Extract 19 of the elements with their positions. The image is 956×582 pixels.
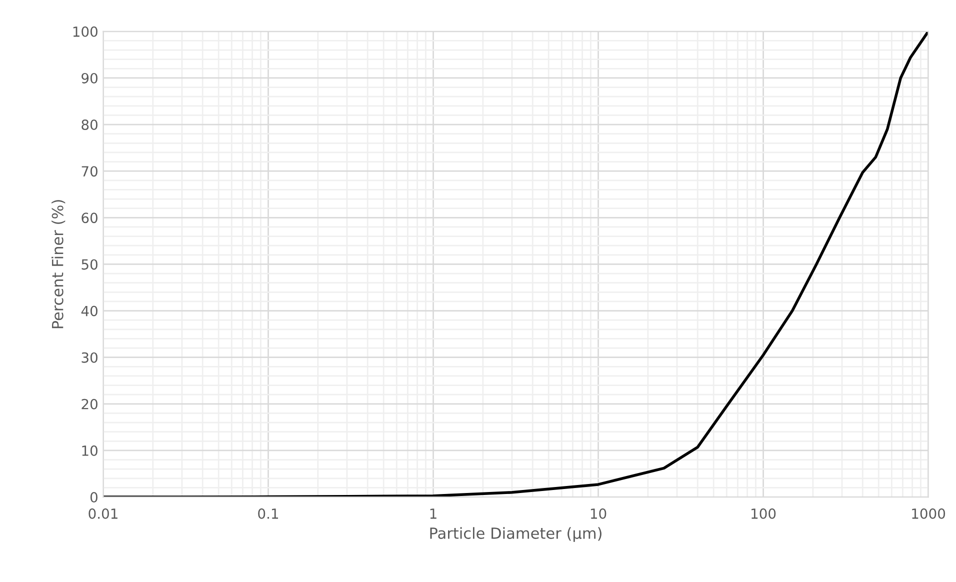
y-tick-label: 10 bbox=[82, 445, 98, 456]
x-tick-label: 1 bbox=[430, 508, 436, 519]
y-tick-label: 80 bbox=[82, 120, 98, 130]
y-tick-label: 30 bbox=[82, 352, 98, 363]
y-tick-label: 90 bbox=[82, 72, 98, 84]
y-tick-label: 100 bbox=[73, 26, 98, 37]
y-axis-title: Percent Finer (%) bbox=[52, 200, 66, 328]
x-axis-title: Particle Diameter (µm) bbox=[430, 527, 602, 542]
y-tick-label: 40 bbox=[81, 306, 98, 316]
x-tick-label: 100 bbox=[752, 508, 776, 519]
y-tick-label: 0 bbox=[90, 492, 98, 502]
y-tick-label: 60 bbox=[82, 212, 98, 224]
x-tick-label: 0.01 bbox=[88, 508, 118, 519]
x-tick-label: 0.1 bbox=[258, 508, 278, 519]
x-tick-label: 1000 bbox=[912, 508, 946, 519]
y-tick-label: 50 bbox=[82, 259, 98, 270]
y-tick-label: 20 bbox=[82, 398, 98, 410]
y-tick-label: 70 bbox=[82, 166, 98, 177]
x-tick-label: 10 bbox=[590, 508, 606, 519]
